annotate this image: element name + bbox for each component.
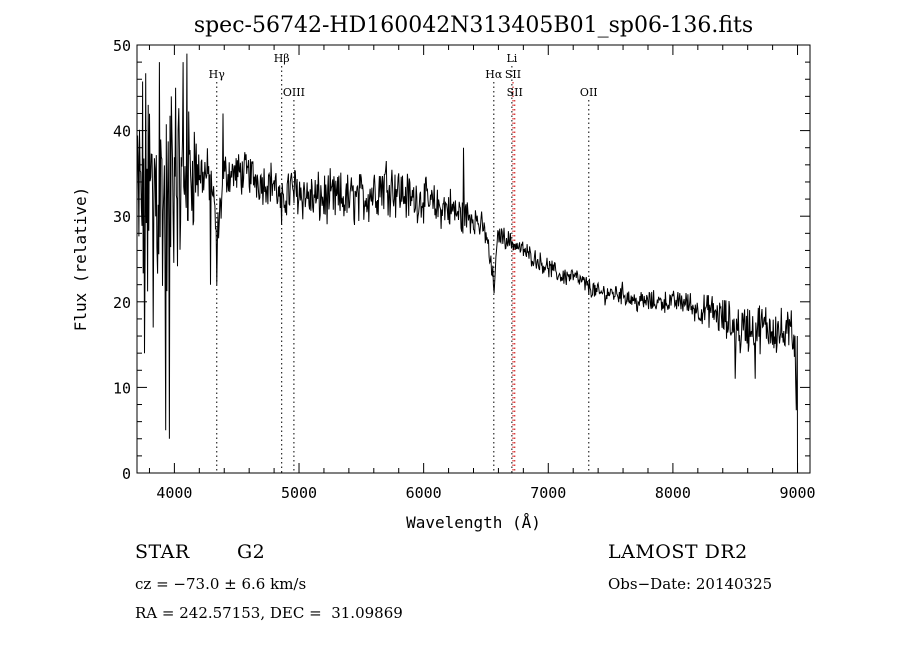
line-marker-label: Hβ bbox=[274, 52, 290, 65]
ra-dec-coordinates: RA = 242.57153, DEC = 31.09869 bbox=[135, 604, 403, 622]
line-marker-label: Hγ bbox=[209, 68, 226, 81]
redshift-cz: cz = −73.0 ± 6.6 km/s bbox=[135, 575, 307, 593]
y-tick-label: 0 bbox=[122, 465, 131, 483]
y-tick-label: 20 bbox=[113, 294, 131, 312]
chart-title: spec-56742-HD160042N313405B01_sp06-136.f… bbox=[194, 13, 753, 38]
line-marker-label: OIII bbox=[283, 86, 305, 99]
y-tick-label: 30 bbox=[113, 208, 131, 226]
y-tick-label: 40 bbox=[113, 123, 131, 141]
line-marker-label: SII bbox=[505, 68, 521, 81]
survey-name: LAMOST DR2 bbox=[608, 541, 748, 563]
x-tick-label: 8000 bbox=[655, 484, 691, 502]
x-axis-label: Wavelength (Å) bbox=[406, 513, 541, 532]
y-axis: 0 10 20 30 40 50 bbox=[113, 37, 810, 483]
object-class: STAR bbox=[135, 541, 190, 563]
line-marker-label: OII bbox=[580, 86, 598, 99]
object-subclass: G2 bbox=[237, 541, 266, 563]
flux-series-line bbox=[136, 53, 798, 474]
x-tick-label: 5000 bbox=[281, 484, 317, 502]
y-axis-label: Flux (relative) bbox=[71, 187, 90, 332]
line-marker-label: SII bbox=[507, 86, 523, 99]
plot-frame bbox=[136, 44, 811, 474]
x-tick-label: 9000 bbox=[779, 484, 815, 502]
x-tick-label: 6000 bbox=[406, 484, 442, 502]
observation-date: Obs−Date: 20140325 bbox=[608, 575, 773, 593]
x-tick-label: 4000 bbox=[156, 484, 192, 502]
x-axis: 4000 5000 6000 7000 8000 9000 bbox=[148, 45, 816, 502]
line-marker-label: Li bbox=[506, 52, 517, 65]
line-marker-label: Hα bbox=[485, 68, 503, 81]
y-tick-label: 10 bbox=[113, 379, 131, 397]
y-tick-label: 50 bbox=[113, 37, 131, 55]
x-tick-label: 7000 bbox=[530, 484, 566, 502]
